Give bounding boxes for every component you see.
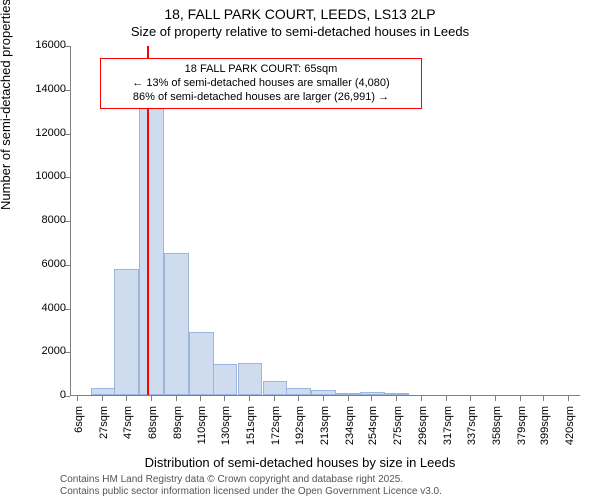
- x-tick-mark: [446, 396, 447, 401]
- x-tick-label: 317sqm: [442, 406, 454, 456]
- x-tick-mark: [520, 396, 521, 401]
- info-box-line1: 18 FALL PARK COURT: 65sqm: [109, 63, 413, 77]
- histogram-bar: [311, 390, 336, 395]
- x-tick-label: 110sqm: [196, 406, 208, 456]
- x-tick-label: 27sqm: [98, 406, 110, 456]
- chart-title-line1: 18, FALL PARK COURT, LEEDS, LS13 2LP: [0, 6, 600, 22]
- x-tick-label: 213sqm: [319, 406, 331, 456]
- histogram-bar: [263, 381, 288, 395]
- x-tick-mark: [323, 396, 324, 401]
- info-box: 18 FALL PARK COURT: 65sqm ← 13% of semi-…: [100, 58, 422, 109]
- x-tick-mark: [470, 396, 471, 401]
- y-tick-label: 2000: [16, 345, 66, 357]
- attribution: Contains HM Land Registry data © Crown c…: [60, 474, 442, 498]
- histogram-bar: [238, 363, 263, 395]
- y-tick-label: 8000: [16, 214, 66, 226]
- y-tick-label: 16000: [16, 39, 66, 51]
- x-tick-label: 89sqm: [172, 406, 184, 456]
- histogram-bar: [360, 392, 385, 395]
- x-tick-mark: [102, 396, 103, 401]
- x-tick-mark: [274, 396, 275, 401]
- y-tick-mark: [65, 265, 70, 266]
- y-tick-mark: [65, 221, 70, 222]
- histogram-bar: [139, 108, 164, 395]
- y-tick-mark: [65, 352, 70, 353]
- histogram-bar: [336, 393, 361, 395]
- chart-title-line2: Size of property relative to semi-detach…: [0, 24, 600, 39]
- x-tick-label: 192sqm: [294, 406, 306, 456]
- y-tick-mark: [65, 177, 70, 178]
- x-axis-label: Distribution of semi-detached houses by …: [0, 455, 600, 470]
- x-tick-label: 68sqm: [147, 406, 159, 456]
- x-tick-label: 47sqm: [122, 406, 134, 456]
- attribution-line1: Contains HM Land Registry data © Crown c…: [60, 474, 442, 486]
- x-tick-mark: [495, 396, 496, 401]
- x-tick-mark: [126, 396, 127, 401]
- x-tick-label: 254sqm: [367, 406, 379, 456]
- x-tick-mark: [396, 396, 397, 401]
- x-tick-mark: [224, 396, 225, 401]
- histogram-bar: [385, 393, 410, 395]
- x-tick-mark: [568, 396, 569, 401]
- histogram-bar: [164, 253, 189, 395]
- x-tick-mark: [348, 396, 349, 401]
- y-tick-mark: [65, 396, 70, 397]
- x-tick-mark: [77, 396, 78, 401]
- info-box-line3: 86% of semi-detached houses are larger (…: [109, 91, 413, 105]
- x-tick-mark: [298, 396, 299, 401]
- attribution-line2: Contains public sector information licen…: [60, 486, 442, 498]
- histogram-bar: [213, 364, 238, 395]
- x-tick-label: 275sqm: [392, 406, 404, 456]
- x-tick-mark: [151, 396, 152, 401]
- histogram-bar: [114, 269, 139, 395]
- y-tick-label: 14000: [16, 83, 66, 95]
- y-axis-label: Number of semi-detached properties: [0, 0, 13, 210]
- x-tick-mark: [200, 396, 201, 401]
- y-tick-label: 10000: [16, 170, 66, 182]
- x-tick-label: 172sqm: [270, 406, 282, 456]
- x-tick-label: 420sqm: [564, 406, 576, 456]
- histogram-bar: [189, 332, 214, 395]
- x-tick-label: 151sqm: [245, 406, 257, 456]
- chart-page: 18, FALL PARK COURT, LEEDS, LS13 2LP Siz…: [0, 0, 600, 500]
- histogram-bar: [91, 388, 116, 395]
- x-tick-mark: [249, 396, 250, 401]
- x-tick-label: 296sqm: [417, 406, 429, 456]
- y-tick-label: 0: [16, 389, 66, 401]
- y-tick-mark: [65, 134, 70, 135]
- x-tick-label: 358sqm: [491, 406, 503, 456]
- x-tick-label: 6sqm: [73, 406, 85, 456]
- x-tick-label: 234sqm: [344, 406, 356, 456]
- x-tick-mark: [176, 396, 177, 401]
- x-tick-label: 399sqm: [539, 406, 551, 456]
- y-tick-mark: [65, 309, 70, 310]
- x-tick-label: 130sqm: [220, 406, 232, 456]
- y-tick-label: 12000: [16, 127, 66, 139]
- y-tick-mark: [65, 46, 70, 47]
- x-tick-mark: [371, 396, 372, 401]
- x-tick-mark: [543, 396, 544, 401]
- y-tick-label: 6000: [16, 258, 66, 270]
- x-tick-label: 379sqm: [516, 406, 528, 456]
- info-box-line2: ← 13% of semi-detached houses are smalle…: [109, 77, 413, 91]
- x-tick-label: 337sqm: [466, 406, 478, 456]
- y-tick-mark: [65, 90, 70, 91]
- x-tick-mark: [421, 396, 422, 401]
- histogram-bar: [286, 388, 311, 395]
- y-tick-label: 4000: [16, 302, 66, 314]
